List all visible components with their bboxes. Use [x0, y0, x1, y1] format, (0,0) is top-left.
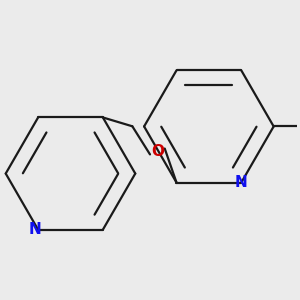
- Text: O: O: [151, 144, 164, 159]
- Text: N: N: [29, 222, 41, 237]
- Text: N: N: [235, 175, 248, 190]
